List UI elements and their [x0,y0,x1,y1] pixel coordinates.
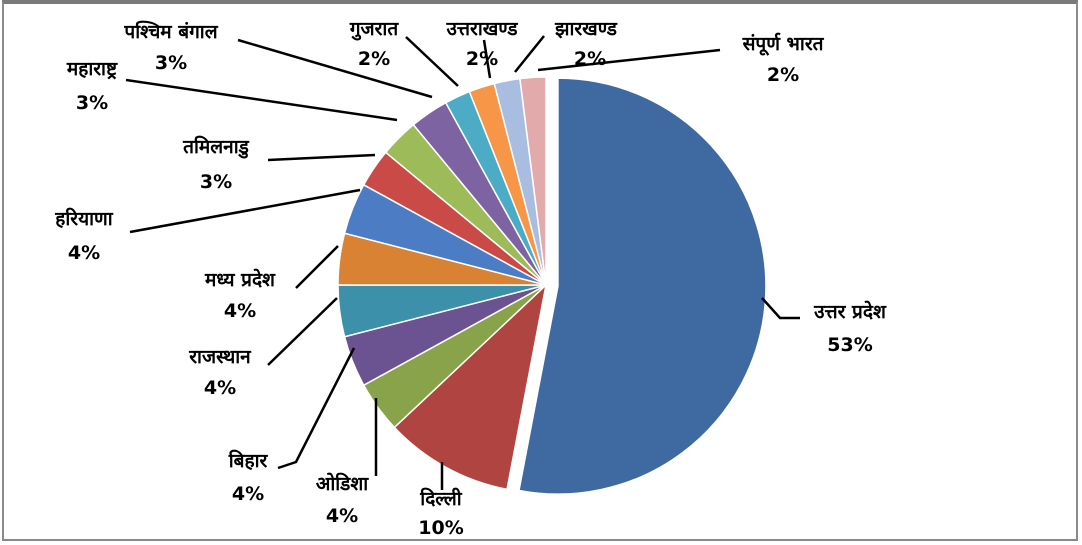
leader-line [267,153,376,162]
leader-line [277,347,356,470]
slice-value-label: 4% [232,483,264,505]
pie-slice [519,76,547,286]
slice-name-label: राजस्थान [188,346,252,368]
leader-line [405,36,459,87]
slice-name-label: गुजरात [349,18,399,41]
slice-value-label: 10% [418,517,463,539]
slice-value-label: 3% [200,171,232,193]
leader-line [537,48,721,72]
slice-name-label: महाराष्ट्र [66,58,118,80]
leader-line [267,297,338,366]
slice-value-label: 4% [204,377,236,399]
slice-value-label: 53% [827,334,872,356]
slice-name-label: झारखण्ड [554,18,618,40]
pie-slice [393,282,548,491]
leader-line [295,245,339,289]
slice-name-label: हरियाणा [54,207,113,230]
pie-slices [337,76,767,495]
leader-lines [125,35,800,490]
slice-name-label: बिहार [228,449,269,472]
slice-name-label: पश्चिम बंगाल [123,20,218,43]
slice-labels: उत्तर प्रदेश 53% दिल्ली 10% ओडिशा 4% बिहार 4% रा… [54,18,887,539]
leader-line [129,188,361,234]
slice-value-label: 4% [224,300,256,322]
slice-name-label: उत्तर प्रदेश [813,300,887,323]
pie-slice [518,77,767,495]
slice-value-label: 4% [326,505,358,527]
slice-name-label: तमिलनाडु [182,135,249,159]
slice-value-label: 2% [574,48,606,70]
slice-value-label: 3% [76,92,108,114]
slice-value-label: 3% [155,52,187,74]
slice-name-label: उत्तराखण्ड [446,18,519,40]
slice-name-label: दिल्ली [419,487,462,510]
slice-value-label: 2% [767,64,799,86]
slice-value-label: 2% [466,48,498,70]
slice-value-label: 2% [358,48,390,70]
slice-name-label: संपूर्ण भारत [742,32,825,56]
leader-line [125,78,398,122]
slice-name-label: मध्य प्रदेश [204,268,276,291]
leader-line [237,38,433,99]
leader-line [761,297,800,320]
leader-line [482,39,492,79]
slice-name-label: ओडिशा [316,472,369,495]
slice-value-label: 4% [68,242,100,264]
leader-line [514,35,545,73]
